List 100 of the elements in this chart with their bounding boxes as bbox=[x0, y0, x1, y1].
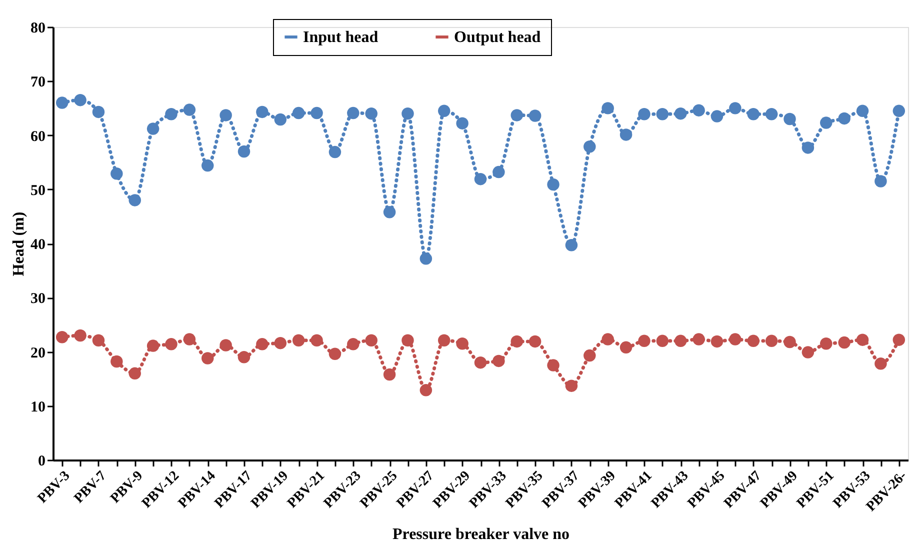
point bbox=[347, 106, 360, 120]
point bbox=[674, 334, 687, 348]
y-axis-title: Head (m) bbox=[10, 212, 28, 276]
point bbox=[128, 194, 141, 206]
point bbox=[528, 335, 542, 348]
point bbox=[656, 334, 669, 348]
y-tick-label: 10 bbox=[30, 399, 46, 416]
point bbox=[110, 355, 123, 368]
point bbox=[438, 334, 450, 346]
legend-label: Input head bbox=[303, 29, 378, 46]
point bbox=[528, 110, 542, 122]
point bbox=[383, 206, 396, 218]
point bbox=[656, 108, 669, 120]
point bbox=[747, 108, 760, 120]
point bbox=[547, 178, 560, 191]
point bbox=[402, 334, 414, 346]
point bbox=[438, 104, 450, 118]
point bbox=[128, 367, 141, 380]
point bbox=[56, 331, 68, 344]
point bbox=[56, 96, 68, 109]
point bbox=[547, 359, 560, 372]
point bbox=[238, 351, 250, 364]
point bbox=[256, 338, 268, 350]
point bbox=[492, 354, 505, 368]
y-tick-label: 60 bbox=[30, 128, 46, 145]
point bbox=[183, 104, 196, 116]
point bbox=[474, 356, 487, 369]
point bbox=[874, 358, 887, 370]
point bbox=[328, 146, 342, 158]
point bbox=[292, 106, 305, 120]
point bbox=[820, 116, 832, 129]
point bbox=[274, 336, 287, 350]
point bbox=[402, 107, 414, 120]
point bbox=[874, 175, 887, 188]
point bbox=[292, 334, 305, 346]
point bbox=[274, 113, 287, 126]
point bbox=[456, 117, 468, 130]
point bbox=[165, 108, 178, 120]
point bbox=[620, 128, 632, 141]
y-tick-label: 40 bbox=[30, 237, 46, 253]
point bbox=[802, 346, 814, 358]
point bbox=[565, 380, 578, 392]
point bbox=[310, 106, 323, 120]
point bbox=[220, 109, 232, 122]
y-tick-label: 30 bbox=[30, 291, 46, 308]
point bbox=[256, 106, 268, 118]
point bbox=[729, 333, 742, 346]
point bbox=[456, 338, 468, 350]
point bbox=[692, 104, 705, 116]
point bbox=[565, 239, 578, 252]
y-tick-label: 0 bbox=[38, 454, 46, 470]
point bbox=[510, 109, 524, 122]
point bbox=[492, 166, 505, 178]
point bbox=[838, 336, 850, 349]
point bbox=[638, 334, 650, 348]
point bbox=[420, 384, 432, 396]
point bbox=[92, 334, 105, 346]
point bbox=[892, 334, 906, 346]
point bbox=[710, 110, 724, 122]
point bbox=[202, 159, 214, 172]
y-tick-label: 20 bbox=[30, 345, 46, 362]
point bbox=[383, 368, 396, 381]
point bbox=[328, 348, 342, 360]
point bbox=[765, 108, 778, 120]
point bbox=[674, 107, 687, 120]
point bbox=[602, 102, 614, 114]
point bbox=[710, 335, 724, 348]
point bbox=[310, 334, 323, 346]
point bbox=[420, 252, 432, 265]
point bbox=[146, 122, 160, 135]
point bbox=[220, 339, 232, 352]
point bbox=[784, 112, 796, 126]
point bbox=[584, 140, 596, 153]
point bbox=[202, 352, 214, 364]
point bbox=[510, 335, 524, 348]
point bbox=[347, 338, 360, 350]
point bbox=[856, 104, 869, 118]
point bbox=[183, 333, 196, 346]
point bbox=[474, 172, 487, 186]
legend-label: Output head bbox=[454, 29, 541, 46]
point bbox=[765, 334, 778, 348]
point bbox=[620, 341, 632, 354]
point bbox=[110, 168, 123, 180]
y-tick-label: 80 bbox=[30, 20, 46, 36]
point bbox=[892, 104, 906, 118]
point bbox=[238, 145, 250, 158]
x-axis-title: Pressure breaker valve no bbox=[392, 526, 570, 543]
point bbox=[584, 349, 596, 362]
point bbox=[729, 102, 742, 114]
point bbox=[365, 334, 378, 346]
point bbox=[820, 338, 832, 350]
point bbox=[838, 112, 850, 125]
point bbox=[165, 338, 178, 350]
point bbox=[74, 329, 86, 342]
point bbox=[856, 334, 869, 346]
point bbox=[747, 334, 760, 348]
point bbox=[602, 333, 614, 346]
point bbox=[365, 107, 378, 120]
y-tick-label: 50 bbox=[30, 182, 46, 199]
point bbox=[692, 333, 705, 346]
